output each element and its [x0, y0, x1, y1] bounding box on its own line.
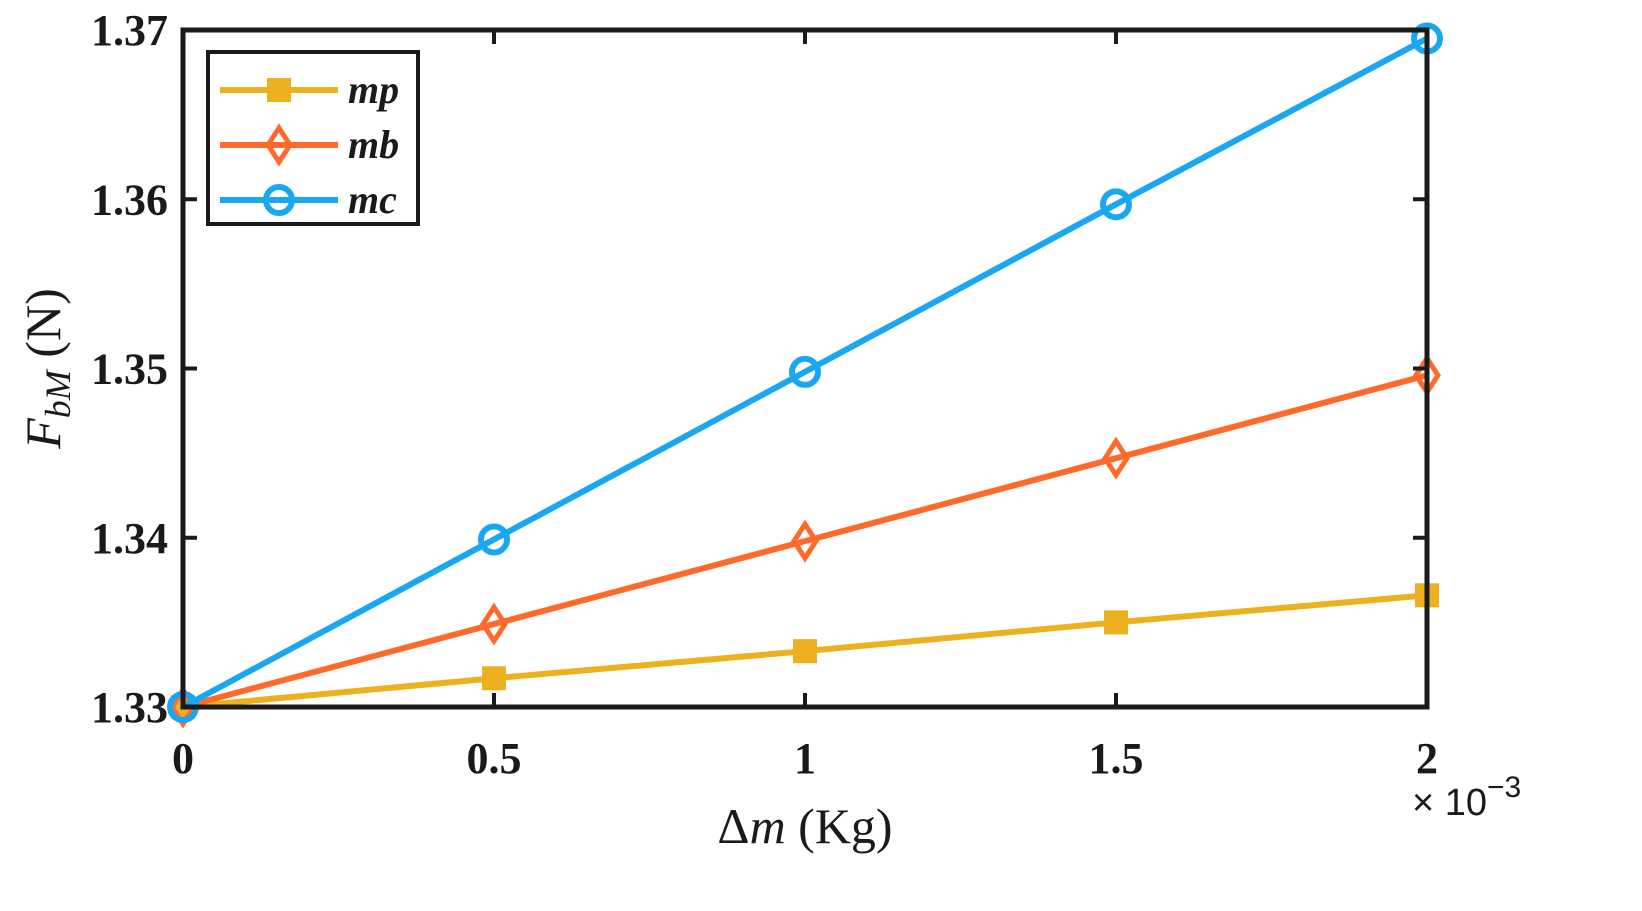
- x-label-variable: m: [750, 798, 786, 854]
- legend-marker-mb: [265, 123, 293, 167]
- y-label-subscript: bM: [38, 368, 78, 418]
- legend-label-mp: mp: [348, 67, 399, 112]
- x-label-prefix: Δ: [717, 798, 749, 854]
- ticks-layer: [181, 28, 1429, 709]
- legend-item-mp: mp: [220, 67, 399, 112]
- y-tick-label: 1.35: [91, 345, 168, 394]
- x-tick-label: 0: [172, 734, 194, 783]
- legend-marker-mc: [263, 184, 295, 216]
- y-tick-label: 1.33: [91, 683, 168, 732]
- tick-labels-layer: 0 0.5 1 1.5 2 1.33 1.34 1.35 1.36 1.37: [91, 6, 1438, 783]
- series-line-mc: [181, 35, 1429, 710]
- y-tick-label: 1.37: [91, 6, 168, 55]
- legend-item-mc: mc: [220, 177, 397, 222]
- x-axis-label: Δm (Kg): [717, 798, 892, 854]
- y-label-variable: F: [15, 418, 71, 450]
- series-line-mb: [182, 372, 1428, 710]
- legend-box: [206, 50, 420, 226]
- x-tick-label: 1.5: [1089, 734, 1144, 783]
- legend: mp mb mc: [206, 50, 420, 226]
- legend-label-mb: mb: [348, 122, 399, 167]
- x-multiplier-exponent: −3: [1487, 771, 1521, 804]
- data-point-mc: [789, 355, 821, 388]
- x-label-unit: (Kg): [786, 798, 893, 854]
- data-point-mb: [1102, 436, 1130, 480]
- x-axis-multiplier: × 10−3: [1412, 771, 1521, 824]
- y-tick-label: 1.36: [91, 175, 168, 224]
- data-point-mp: [1104, 610, 1128, 635]
- y-axis-label: FbM (N): [15, 288, 78, 449]
- data-point-mc: [478, 523, 510, 556]
- data-point-mp: [482, 666, 506, 691]
- legend-item-mb: mb: [220, 122, 399, 167]
- data-point-mb: [480, 602, 508, 646]
- x-tick-label: 2: [1416, 734, 1438, 783]
- y-label-unit: (N): [15, 288, 71, 370]
- legend-label-mc: mc: [348, 177, 397, 222]
- x-multiplier-base: × 10: [1412, 782, 1487, 824]
- data-point-mp: [793, 639, 817, 664]
- y-tick-label: 1.34: [91, 514, 168, 563]
- x-tick-label: 1: [794, 734, 816, 783]
- x-tick-label: 0.5: [467, 734, 522, 783]
- data-point-mc: [1100, 188, 1132, 221]
- legend-marker-mp: [267, 78, 291, 102]
- data-point-mb: [791, 519, 819, 563]
